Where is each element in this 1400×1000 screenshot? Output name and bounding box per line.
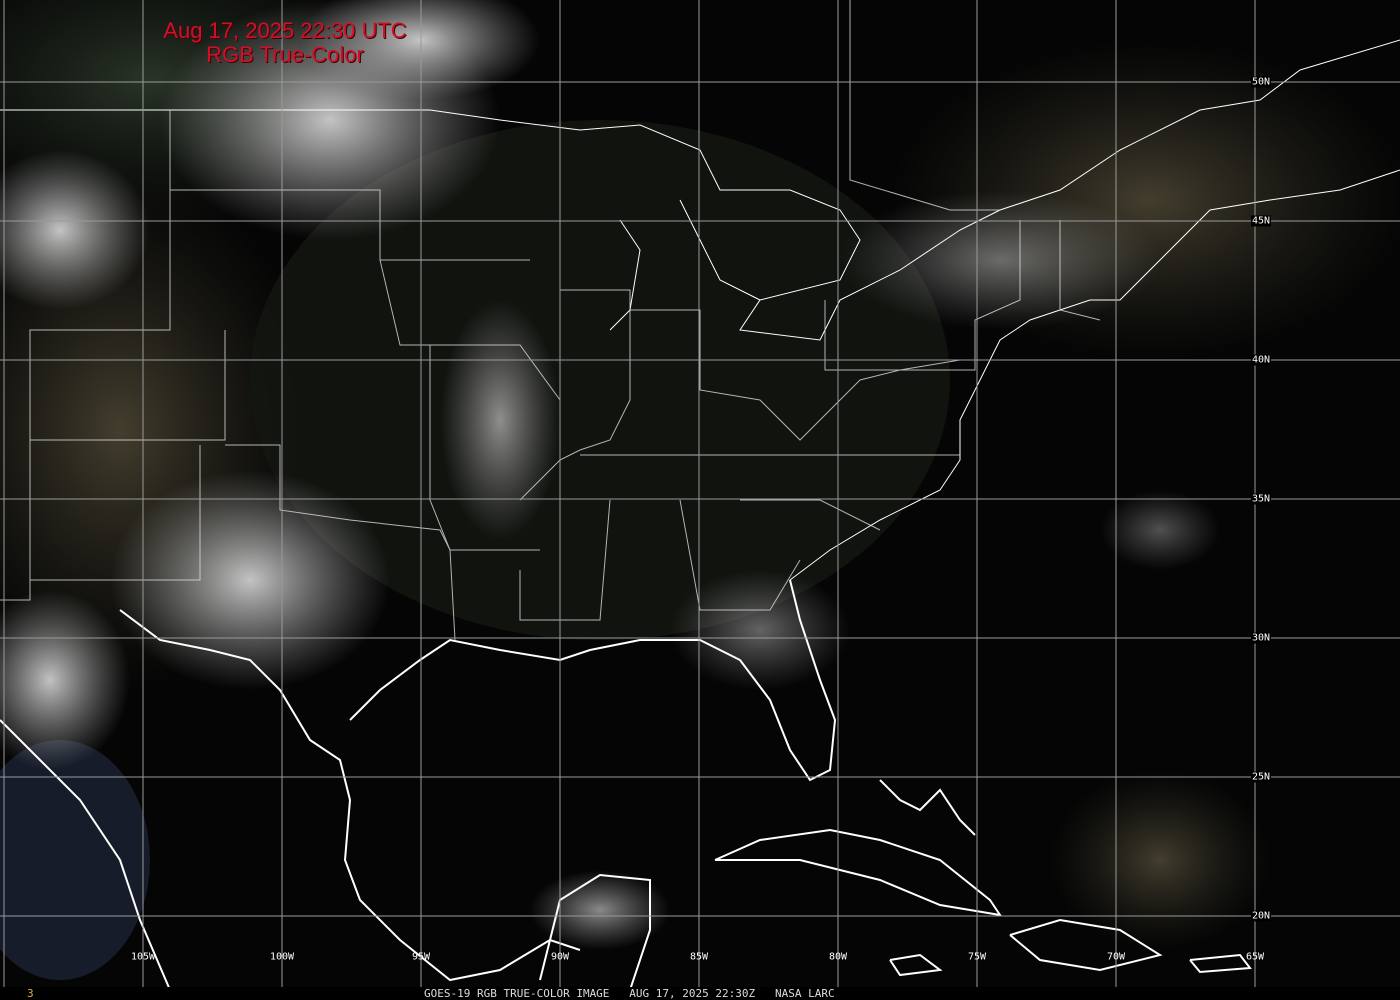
cloud-cover	[0, 0, 1220, 950]
footer-bar: 3 GOES-19 RGB TRUE-COLOR IMAGE AUG 17, 2…	[0, 987, 1400, 1000]
latitude-label: 40N	[1250, 354, 1272, 366]
longitude-label: 70W	[1106, 951, 1126, 963]
longitude-label: 75W	[967, 951, 987, 963]
longitude-label: 105W	[130, 951, 156, 963]
coastlines	[0, 39, 1400, 991]
longitude-label: 90W	[550, 951, 570, 963]
footer-caption: GOES-19 RGB TRUE-COLOR IMAGE AUG 17, 202…	[424, 987, 835, 1000]
latitude-label: 45N	[1250, 215, 1272, 227]
latitude-label: 35N	[1250, 493, 1272, 505]
longitude-label: 65W	[1245, 951, 1265, 963]
state-borders	[0, 0, 1101, 641]
latitude-label: 50N	[1250, 76, 1272, 88]
latitude-label: 20N	[1250, 910, 1272, 922]
longitude-label: 85W	[689, 951, 709, 963]
map-title-datetime: Aug 17, 2025 22:30 UTC	[163, 18, 407, 43]
longitude-label: 95W	[411, 951, 431, 963]
longitude-label: 100W	[269, 951, 295, 963]
map-title-product: RGB True-Color	[206, 42, 364, 67]
longitude-label: 80W	[828, 951, 848, 963]
latitude-label: 25N	[1250, 771, 1272, 783]
frame-number: 3	[27, 987, 34, 1000]
latitude-label: 30N	[1250, 632, 1272, 644]
